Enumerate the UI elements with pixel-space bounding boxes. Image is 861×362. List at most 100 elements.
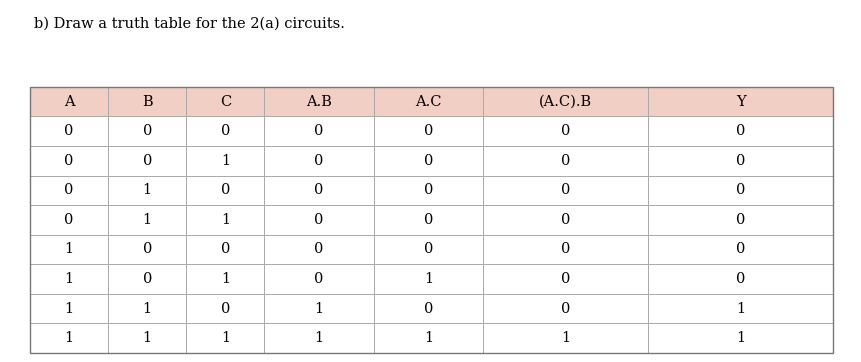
Text: Y: Y — [736, 94, 746, 109]
Text: 0: 0 — [424, 183, 433, 197]
Text: 0: 0 — [314, 213, 324, 227]
Text: 1: 1 — [220, 154, 230, 168]
Bar — [186, 205, 264, 235]
Text: 0: 0 — [314, 154, 324, 168]
Bar — [186, 87, 264, 117]
Text: 0: 0 — [65, 154, 74, 168]
Text: 1: 1 — [424, 272, 433, 286]
Text: 1: 1 — [143, 213, 152, 227]
Text: 0: 0 — [143, 243, 152, 257]
Text: A: A — [64, 94, 75, 109]
Bar — [186, 176, 264, 205]
Bar — [648, 87, 833, 117]
Bar — [108, 205, 186, 235]
Bar — [483, 176, 648, 205]
Text: 0: 0 — [736, 243, 746, 257]
Bar — [483, 146, 648, 176]
Text: 0: 0 — [561, 213, 570, 227]
Text: 0: 0 — [314, 272, 324, 286]
Text: b) Draw a truth table for the 2(a) circuits.: b) Draw a truth table for the 2(a) circu… — [34, 16, 345, 30]
Text: 1: 1 — [65, 331, 74, 345]
Bar — [30, 87, 833, 353]
Bar — [374, 146, 483, 176]
Text: 0: 0 — [424, 243, 433, 257]
Text: 0: 0 — [424, 302, 433, 316]
Text: 0: 0 — [424, 124, 433, 138]
Text: A.B: A.B — [307, 94, 332, 109]
Text: 1: 1 — [143, 183, 152, 197]
Text: 1: 1 — [220, 272, 230, 286]
Text: 0: 0 — [220, 243, 230, 257]
Bar — [264, 323, 374, 353]
Bar — [374, 87, 483, 117]
Bar — [186, 323, 264, 353]
Text: 1: 1 — [561, 331, 570, 345]
Bar — [108, 146, 186, 176]
Text: 0: 0 — [220, 302, 230, 316]
Text: 0: 0 — [561, 243, 570, 257]
Text: 0: 0 — [736, 124, 746, 138]
Bar — [648, 117, 833, 146]
Text: 0: 0 — [561, 302, 570, 316]
Bar — [483, 87, 648, 117]
Bar — [108, 117, 186, 146]
Text: 0: 0 — [561, 183, 570, 197]
Bar — [648, 323, 833, 353]
Bar — [483, 235, 648, 264]
Bar — [108, 87, 186, 117]
Bar — [264, 205, 374, 235]
Bar — [648, 176, 833, 205]
Text: 1: 1 — [736, 331, 746, 345]
Text: 0: 0 — [424, 213, 433, 227]
Bar — [374, 323, 483, 353]
Text: 0: 0 — [220, 124, 230, 138]
Bar — [108, 323, 186, 353]
Bar — [374, 264, 483, 294]
Text: 0: 0 — [561, 154, 570, 168]
Text: 1: 1 — [314, 302, 324, 316]
Bar — [186, 294, 264, 323]
Bar — [374, 117, 483, 146]
Bar — [264, 87, 374, 117]
Text: 0: 0 — [220, 183, 230, 197]
Bar — [30, 294, 108, 323]
Text: 0: 0 — [561, 272, 570, 286]
Bar — [30, 323, 108, 353]
Bar — [483, 264, 648, 294]
Text: 0: 0 — [424, 154, 433, 168]
Text: 1: 1 — [424, 331, 433, 345]
Text: 0: 0 — [143, 272, 152, 286]
Bar — [186, 117, 264, 146]
Text: 1: 1 — [65, 243, 74, 257]
Text: 0: 0 — [736, 183, 746, 197]
Bar — [30, 87, 108, 117]
Text: 1: 1 — [65, 302, 74, 316]
Bar — [648, 264, 833, 294]
Bar — [30, 205, 108, 235]
Bar — [483, 205, 648, 235]
Text: 1: 1 — [220, 331, 230, 345]
Text: 0: 0 — [736, 272, 746, 286]
Bar — [30, 117, 108, 146]
Bar — [648, 235, 833, 264]
Bar — [374, 205, 483, 235]
Bar — [108, 176, 186, 205]
Text: 1: 1 — [220, 213, 230, 227]
Bar — [648, 146, 833, 176]
Bar — [264, 146, 374, 176]
Text: 1: 1 — [736, 302, 746, 316]
Text: (A.C).B: (A.C).B — [539, 94, 592, 109]
Bar — [483, 117, 648, 146]
Bar — [108, 235, 186, 264]
Bar — [264, 235, 374, 264]
Bar — [374, 294, 483, 323]
Text: 0: 0 — [143, 154, 152, 168]
Bar — [264, 176, 374, 205]
Text: 1: 1 — [143, 331, 152, 345]
Bar — [264, 117, 374, 146]
Text: 0: 0 — [65, 213, 74, 227]
Bar — [264, 264, 374, 294]
Bar — [374, 176, 483, 205]
Text: 0: 0 — [314, 243, 324, 257]
Bar — [648, 205, 833, 235]
